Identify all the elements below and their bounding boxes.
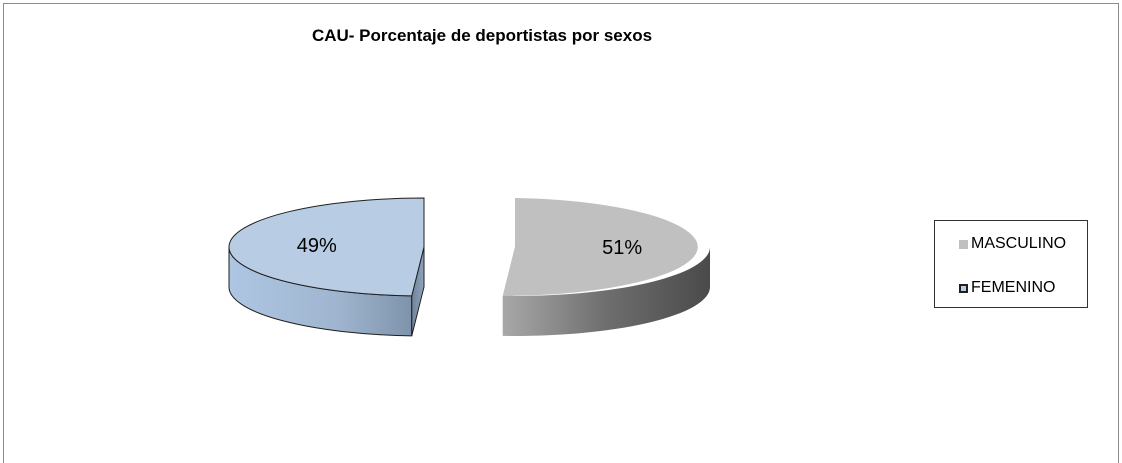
legend-swatch-femenino xyxy=(959,283,968,293)
legend-label-masculino: MASCULINO xyxy=(971,235,1067,252)
data-label-masculino: 51% xyxy=(602,237,642,259)
data-label-femenino: 49% xyxy=(297,235,337,257)
legend-swatch-masculino xyxy=(959,239,968,249)
masculino-slice-top xyxy=(502,198,698,296)
femenino-slice-top xyxy=(228,197,425,297)
chart-frame xyxy=(3,3,1119,463)
legend-item-masculino: MASCULINO xyxy=(959,235,1066,253)
legend-item-femenino: FEMENINO xyxy=(959,279,1055,297)
masculino-slice-side xyxy=(502,247,710,336)
chart-title: CAU- Porcentaje de deportistas por sexos xyxy=(311,26,653,45)
chart-legend: MASCULINO FEMENINO xyxy=(934,220,1088,308)
legend-label-femenino: FEMENINO xyxy=(971,279,1056,296)
